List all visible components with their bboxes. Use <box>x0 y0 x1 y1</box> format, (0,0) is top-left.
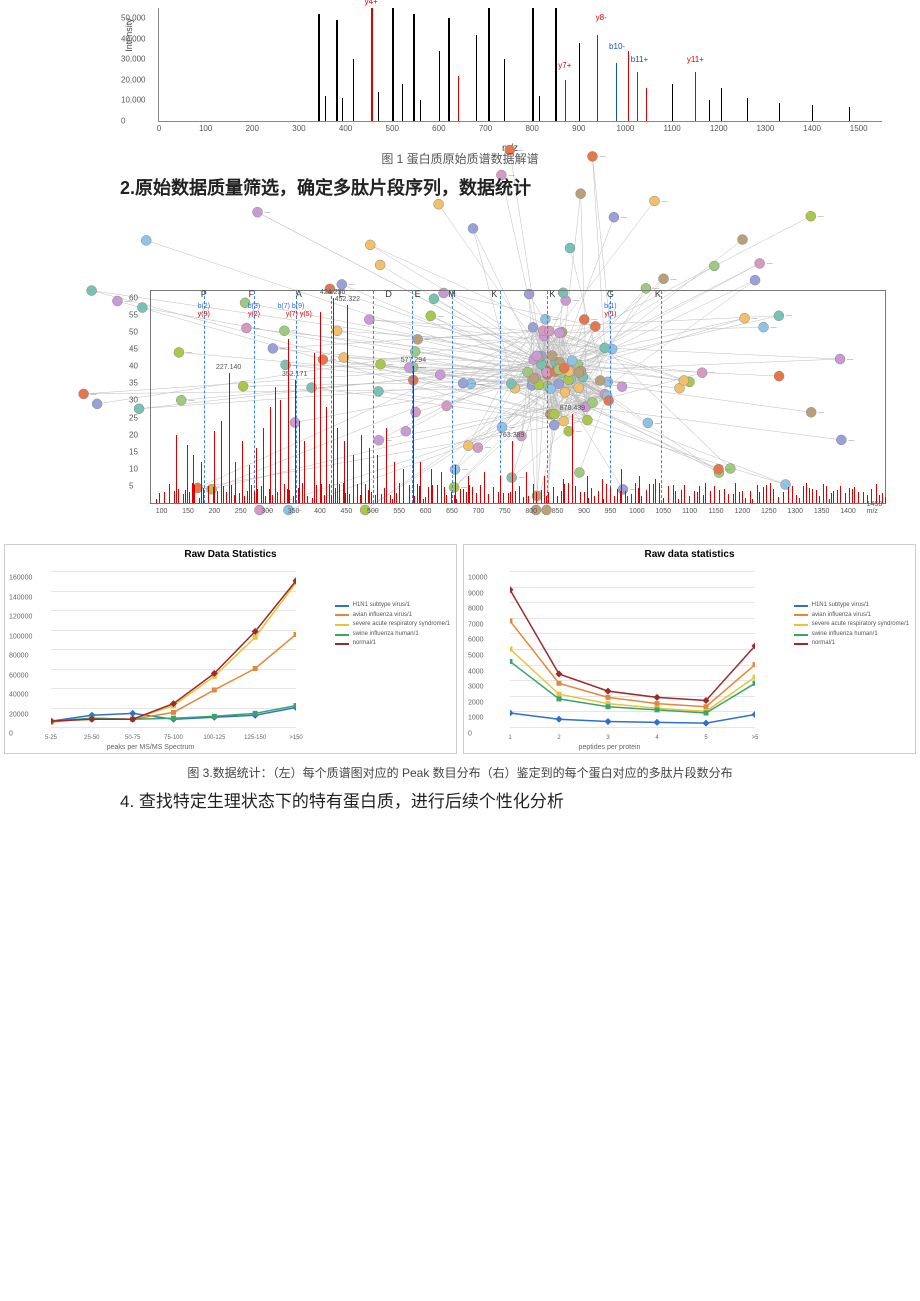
chart-plot-area: 0100020003000400050006000700080009000100… <box>510 571 755 727</box>
fragment-spectrum-middle: 5101520253035404550556010015020025030035… <box>120 290 890 520</box>
svg-text:—: — <box>661 199 667 205</box>
raw-data-statistics-right: Raw data statistics 01000200030004000500… <box>463 544 916 754</box>
svg-text:—: — <box>349 282 355 288</box>
network-and-midspectrum-region: ————————————————————————————————————————… <box>0 140 920 520</box>
chart-legend: H1N1 subtype virus/1avian influenza viru… <box>335 601 450 649</box>
figure1-caption: 图 1 蛋白质原始质谱数据解谱 <box>0 150 920 167</box>
figure3-caption: 图 3.数据统计：（左）每个质谱图对应的 Peak 数目分布（右）鉴定到的每个蛋… <box>0 764 920 781</box>
raw-data-statistics-left: Raw Data Statistics 02000040000600008000… <box>4 544 457 754</box>
svg-text:—: — <box>265 210 271 216</box>
svg-text:—: — <box>621 215 627 221</box>
ms-top-plot-area: 010,00020,00030,00040,00050,000010020030… <box>158 8 882 122</box>
chart-title: Raw Data Statistics <box>5 545 456 564</box>
chart-x-label: peptides per protein <box>464 744 755 751</box>
chart-plot-area: 0200004000060000800001000001200001400001… <box>51 571 296 727</box>
section-4-heading: 4. 查找特定生理状态下的特有蛋白质，进行后续个性化分析 <box>120 787 920 812</box>
chart-legend: H1N1 subtype virus/1avian influenza viru… <box>794 601 909 649</box>
chart-title: Raw data statistics <box>464 545 915 564</box>
svg-text:—: — <box>671 277 677 283</box>
chart-x-label: peaks per MS/MS Spectrum <box>5 744 296 751</box>
svg-text:—: — <box>91 392 97 398</box>
bottom-charts-row: Raw Data Statistics 02000040000600008000… <box>0 544 920 754</box>
svg-text:—: — <box>767 261 773 267</box>
svg-text:—: — <box>818 214 824 220</box>
section-2-heading: 2.原始数据质量筛选，确定多肽片段序列，数据统计 <box>120 174 531 200</box>
mass-spectrum-top: Intensity 010,00020,00030,00040,00050,00… <box>130 0 890 140</box>
ms-mid-plot-area: 5101520253035404550556010015020025030035… <box>150 290 886 504</box>
